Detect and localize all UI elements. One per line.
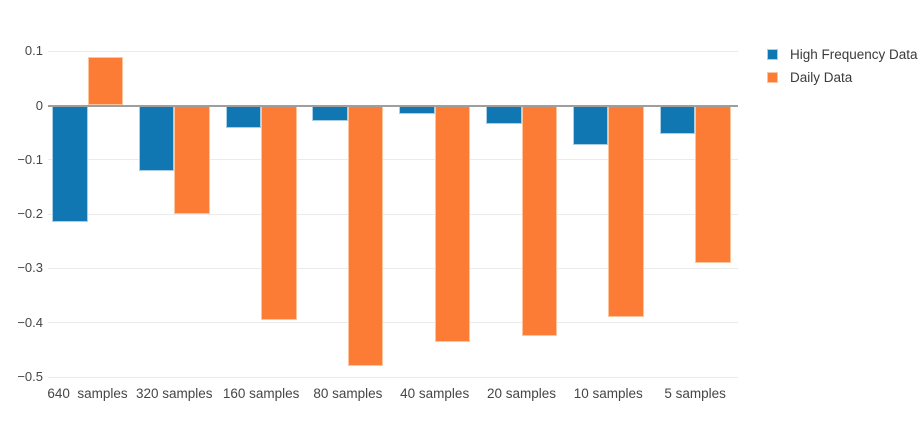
legend-item-label: High Frequency Data (790, 47, 918, 62)
bar-high-frequency[interactable] (399, 105, 435, 114)
x-tick-label: 320 samples (136, 386, 213, 401)
y-tick-label: −0.2 (17, 206, 43, 222)
x-tick-label: 20 samples (486, 386, 557, 401)
bar-high-frequency[interactable] (225, 105, 262, 128)
gridline (48, 213, 738, 215)
bar-daily[interactable] (434, 105, 471, 342)
gridline (48, 322, 738, 324)
legend-item-label: Daily Data (790, 70, 853, 85)
y-tick-label: −0.4 (17, 314, 43, 330)
gridline (48, 267, 738, 269)
x-tick-label: 160 samples (222, 386, 300, 401)
bar-high-frequency[interactable] (659, 105, 696, 135)
legend-item-daily-data[interactable]: Daily Data (767, 70, 918, 85)
legend-item-high-frequency-data[interactable]: High Frequency Data (767, 47, 918, 62)
bar-daily[interactable] (347, 105, 384, 367)
x-tick-label: 40 samples (400, 386, 470, 401)
bar-daily[interactable] (87, 56, 123, 106)
x-tick-label: 5 samples (664, 386, 726, 401)
y-tick-label: −0.1 (17, 151, 43, 167)
legend: High Frequency Data Daily Data (767, 47, 918, 93)
bar-high-frequency[interactable] (572, 105, 609, 146)
bar-daily[interactable] (261, 105, 297, 320)
x-tick-label: 80 samples (313, 386, 383, 401)
legend-swatch-icon (767, 72, 778, 83)
y-tick-label: 0 (35, 97, 43, 113)
zero-axis-line (48, 104, 738, 107)
gridline (48, 376, 738, 378)
bar-high-frequency[interactable] (52, 105, 88, 223)
bar-daily[interactable] (608, 105, 644, 318)
bar-high-frequency[interactable] (138, 105, 175, 171)
bar-high-frequency[interactable] (486, 105, 522, 124)
x-tick-label: 10 samples (573, 386, 643, 401)
bar-high-frequency[interactable] (312, 105, 348, 122)
y-tick-label: −0.5 (17, 369, 43, 384)
y-tick-label: −0.3 (17, 260, 43, 276)
bar-daily[interactable] (174, 105, 210, 215)
gridline (48, 50, 738, 52)
x-tick-label: 640 samples (47, 386, 128, 401)
bar-daily[interactable] (695, 105, 731, 263)
legend-swatch-icon (767, 49, 778, 60)
y-tick-label: 0.1 (24, 43, 43, 59)
bar-daily[interactable] (521, 105, 557, 337)
gridline (48, 159, 738, 161)
